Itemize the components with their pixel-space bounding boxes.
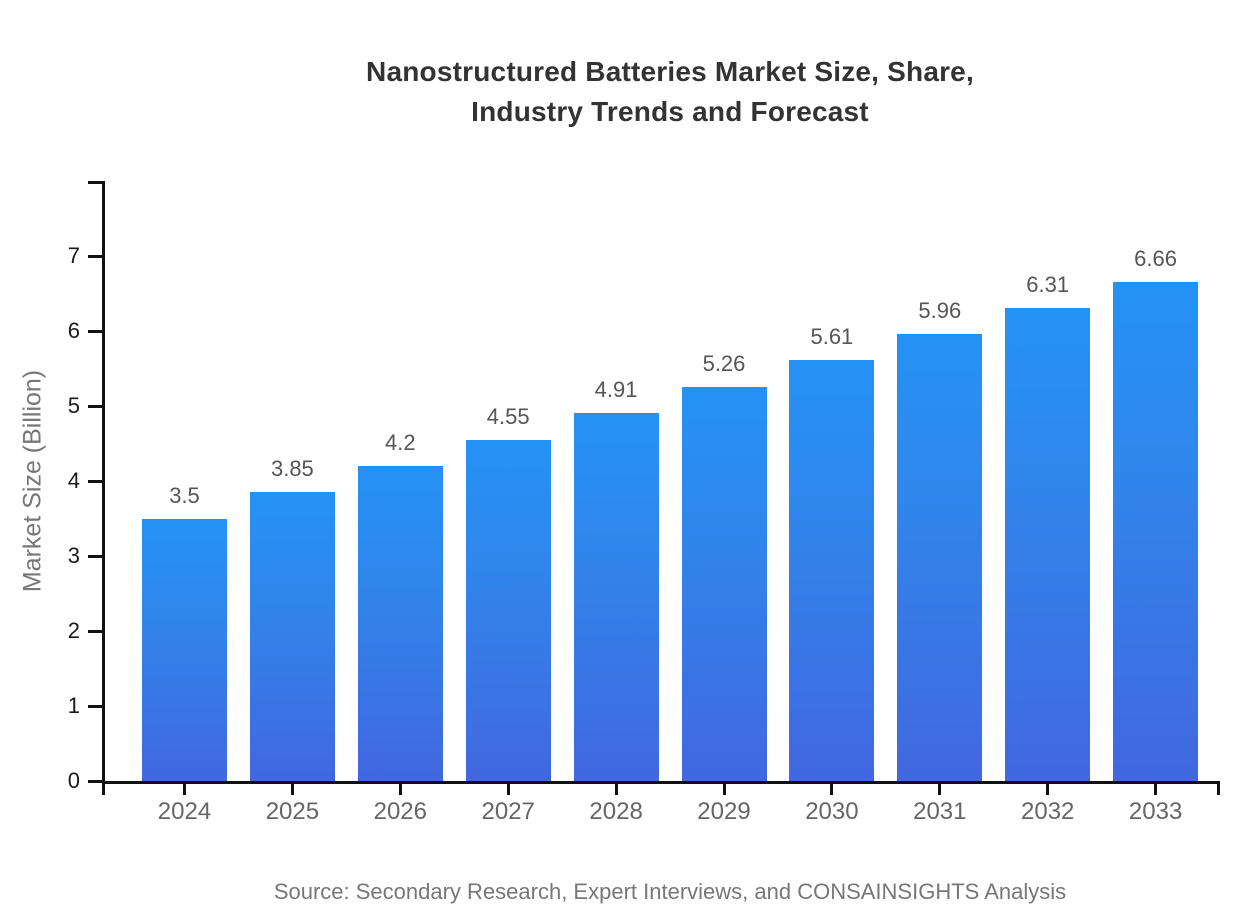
bar-value-label: 5.61 bbox=[810, 324, 854, 350]
x-category-label: 2024 bbox=[157, 798, 212, 825]
x-category-label: 2027 bbox=[481, 798, 535, 825]
x-category-label: 2028 bbox=[589, 798, 643, 825]
y-tick-label: 2 bbox=[67, 618, 80, 643]
x-tick bbox=[506, 781, 510, 795]
y-axis-title: Market Size (Billion) bbox=[18, 369, 47, 593]
y-tick bbox=[88, 404, 105, 408]
x-category-label: 2030 bbox=[805, 798, 859, 825]
bar-value-label: 4.91 bbox=[594, 376, 638, 402]
y-axis-spine bbox=[102, 181, 105, 795]
x-tick bbox=[614, 781, 618, 795]
bar-value-label: 6.66 bbox=[1134, 245, 1178, 271]
bar bbox=[142, 518, 227, 781]
y-tick bbox=[88, 554, 105, 558]
x-category-label: 2032 bbox=[1020, 798, 1075, 825]
source-note: Source: Secondary Research, Expert Inter… bbox=[273, 879, 1067, 904]
y-tick-label: 3 bbox=[67, 543, 80, 568]
bar-value-label: 4.2 bbox=[385, 430, 416, 455]
x-category-label: 2026 bbox=[373, 798, 427, 825]
y-tick bbox=[88, 479, 105, 483]
bar bbox=[465, 439, 551, 781]
x-tick bbox=[183, 781, 186, 795]
y-tick-label: 1 bbox=[67, 693, 80, 718]
chart-title: Nanostructured Batteries Market Size, Sh… bbox=[366, 56, 974, 127]
bar bbox=[1005, 307, 1091, 781]
bar bbox=[681, 386, 767, 781]
x-category-label: 2033 bbox=[1128, 798, 1183, 825]
x-axis-spine bbox=[102, 781, 1220, 784]
bar bbox=[357, 466, 443, 781]
bar bbox=[897, 334, 983, 781]
x-tick bbox=[938, 781, 942, 795]
bar-value-label: 6.31 bbox=[1026, 271, 1070, 297]
y-axis-top-cap bbox=[88, 181, 105, 184]
y-tick-label: 5 bbox=[67, 393, 80, 418]
bar-value-label: 5.26 bbox=[702, 350, 746, 376]
x-tick bbox=[830, 781, 834, 795]
bar-value-label: 3.85 bbox=[270, 456, 314, 482]
x-category-label: 2029 bbox=[697, 798, 751, 825]
bar bbox=[249, 492, 335, 781]
bar bbox=[1113, 281, 1199, 781]
x-category-label: 2031 bbox=[913, 798, 967, 825]
y-tick bbox=[88, 704, 105, 708]
x-tick bbox=[722, 781, 726, 795]
x-tick bbox=[290, 781, 294, 795]
bar-value-label: 5.96 bbox=[918, 298, 962, 323]
x-tick bbox=[398, 781, 402, 795]
bar bbox=[789, 360, 875, 781]
y-tick bbox=[88, 254, 105, 258]
y-tick bbox=[88, 779, 105, 783]
y-tick-label: 6 bbox=[67, 318, 80, 343]
y-tick-label: 7 bbox=[67, 243, 80, 268]
x-category-label: 2025 bbox=[265, 798, 320, 825]
x-tick bbox=[1154, 781, 1158, 795]
y-tick bbox=[88, 629, 105, 633]
y-tick-label: 4 bbox=[67, 468, 80, 493]
bar-value-label: 4.55 bbox=[486, 403, 530, 429]
plot-area: 0 1 2 3 4 5 6 7 3.5 2024 3.85 2025 4.2 2026 4.55 2027 4.… bbox=[68, 181, 1220, 825]
bar bbox=[573, 412, 659, 781]
x-axis-end-cap bbox=[1217, 781, 1220, 795]
y-tick bbox=[88, 329, 105, 333]
bar-value-label: 3.5 bbox=[169, 482, 200, 508]
x-tick bbox=[1046, 781, 1050, 795]
y-tick-label: 0 bbox=[67, 768, 80, 793]
